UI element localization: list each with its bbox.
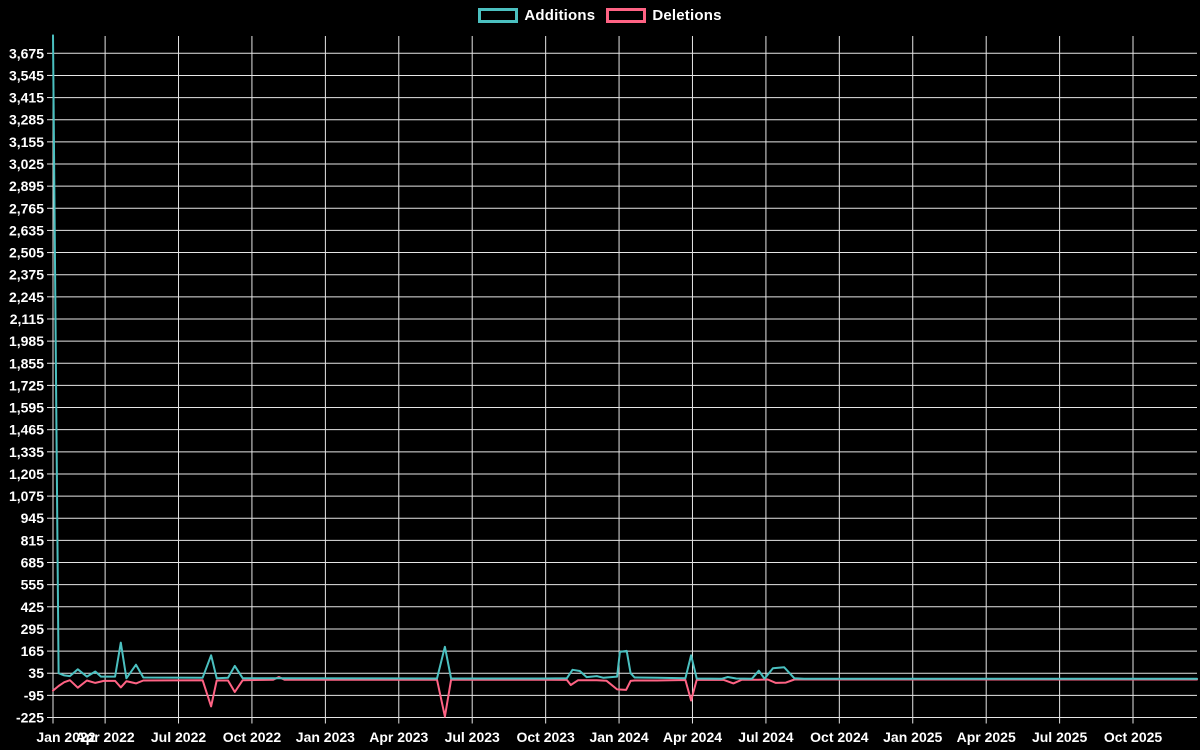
legend-label-deletions: Deletions [652,7,722,24]
grid-layer [47,36,1197,724]
x-tick-label: Apr 2024 [663,729,722,745]
x-tick-label: Apr 2025 [957,729,1016,745]
y-tick-label: 2,765 [9,200,44,216]
y-tick-label: 3,545 [9,67,44,83]
y-tick-label: 945 [21,510,45,526]
y-tick-label: 3,675 [9,45,44,61]
chart-legend: Additions Deletions [0,7,1200,24]
y-tick-label: 3,415 [9,90,44,106]
y-tick-label: 3,155 [9,134,44,150]
y-tick-label: 2,505 [9,245,44,261]
additions-line [52,34,1198,680]
y-tick-label: 2,635 [9,222,44,238]
y-tick-label: 3,285 [9,112,44,128]
x-tick-label: Jan 2022 [36,729,95,745]
y-tick-label: 2,245 [9,289,44,305]
y-tick-label: 2,895 [9,178,44,194]
x-tick-label: Apr 2022 [76,729,135,745]
y-tick-label: 1,075 [9,488,44,504]
y-tick-label: 35 [28,665,44,681]
y-tick-label: 1,855 [9,355,44,371]
x-tick-label: Jan 2023 [296,729,355,745]
x-tick-label: Apr 2023 [369,729,428,745]
y-tick-label: 1,465 [9,422,44,438]
series-layer [52,34,1198,718]
y-tick-label: 1,335 [9,444,44,460]
x-tick-label: Jul 2022 [151,729,206,745]
deletions-swatch-icon [606,8,647,23]
x-tick-label: Oct 2025 [1104,729,1163,745]
x-tick-label: Jul 2024 [738,729,793,745]
x-tick-label: Jan 2025 [883,729,942,745]
y-tick-label: -95 [24,687,44,703]
y-tick-label: 165 [21,643,45,659]
legend-item-additions[interactable]: Additions [478,7,595,24]
y-tick-label: 295 [21,621,45,637]
y-tick-label: 815 [21,532,45,548]
x-tick-label: Oct 2022 [223,729,282,745]
x-tick-label: Oct 2023 [516,729,575,745]
y-tick-label: 555 [21,577,45,593]
x-tick-label: Jan 2024 [589,729,648,745]
y-tick-label: 1,205 [9,466,44,482]
y-tick-label: -225 [16,710,44,726]
y-tick-label: 2,375 [9,267,44,283]
additions-swatch-icon [478,8,519,23]
legend-item-deletions[interactable]: Deletions [606,7,721,24]
x-tick-label: Oct 2024 [810,729,869,745]
y-tick-label: 1,595 [9,400,44,416]
y-tick-label: 425 [21,599,45,615]
x-tick-label: Jul 2025 [1032,729,1087,745]
legend-label-additions: Additions [524,7,596,24]
x-tick-label: Jul 2023 [445,729,500,745]
y-tick-label: 3,025 [9,156,44,172]
deletions-line [52,676,1198,718]
y-tick-label: 685 [21,555,45,571]
y-tick-label: 1,725 [9,377,44,393]
y-tick-label: 1,985 [9,333,44,349]
axis-label-layer: -225 -95 35 165 295 425 555 685 815 945 1,075 1,205… [9,45,1162,745]
y-tick-label: 2,115 [10,311,44,327]
